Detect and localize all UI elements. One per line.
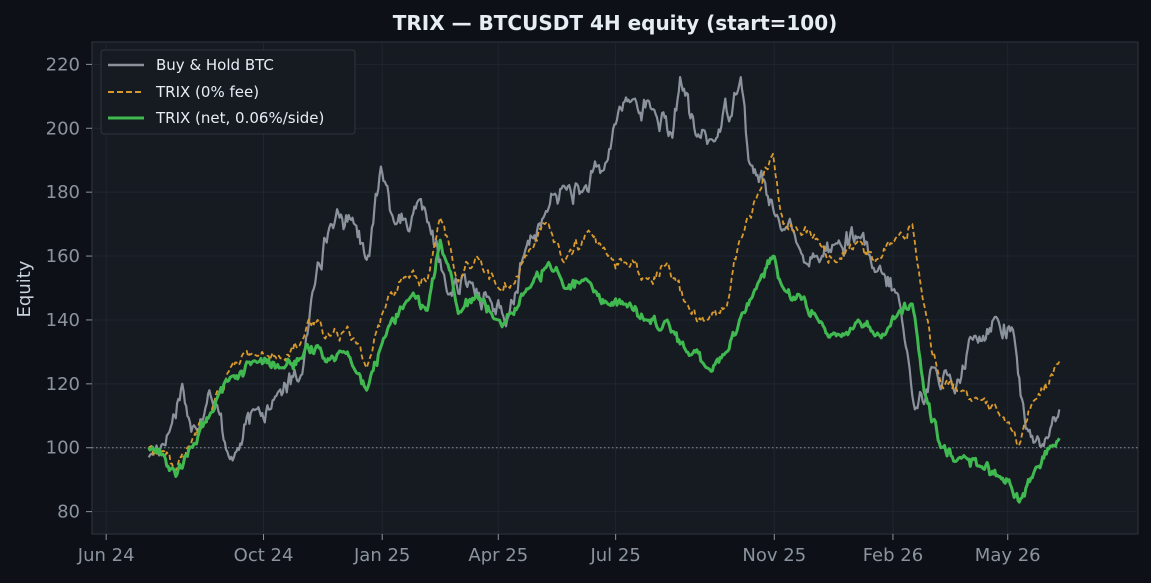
y-tick-label: 220: [46, 54, 80, 75]
legend: Buy & Hold BTC TRIX (0% fee) TRIX (net, …: [100, 49, 356, 135]
y-tick-label: 120: [46, 374, 80, 395]
x-tick-label: Jul 25: [589, 545, 640, 566]
y-tick-label: 160: [46, 246, 80, 267]
y-tick-label: 200: [46, 118, 80, 139]
y-tick-label: 80: [57, 502, 80, 523]
series-line-trix-net: [147, 238, 1061, 504]
y-tick-label: 180: [46, 182, 80, 203]
chart-title: TRIX — BTCUSDT 4H equity (start=100): [393, 11, 838, 35]
legend-box: [100, 49, 356, 135]
x-tick-label: Jun 24: [77, 545, 135, 566]
legend-label-trix-net: TRIX (net, 0.06%/side): [155, 109, 324, 127]
x-tick-label: Nov 25: [742, 545, 806, 566]
x-tick-label: Feb 26: [863, 545, 924, 566]
y-axis-label: Equity: [14, 260, 35, 317]
series-group: [147, 76, 1061, 504]
legend-label-trix-gross: TRIX (0% fee): [155, 83, 259, 101]
series-line-trix-gross: [148, 152, 1061, 472]
x-tick-label: Jan 25: [353, 545, 410, 566]
series-line-buy-hold: [147, 76, 1061, 462]
x-tick-label: May 26: [975, 545, 1041, 566]
x-tick-label: Oct 24: [234, 545, 294, 566]
x-tick-label: Apr 25: [468, 545, 528, 566]
axes: 80 100 120 140 160 180 200 220 Jun 24 Oct 24 Jan 2…: [46, 54, 1041, 566]
y-tick-label: 140: [46, 310, 80, 331]
y-tick-label: 100: [46, 438, 80, 459]
legend-label-buy-hold: Buy & Hold BTC: [156, 56, 274, 74]
